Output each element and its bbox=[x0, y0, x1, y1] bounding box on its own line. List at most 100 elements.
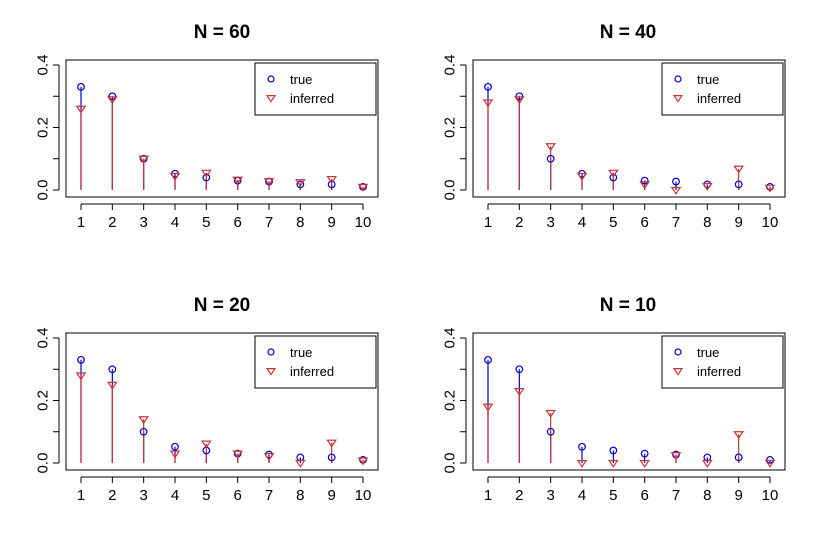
x-tick-label: 9 bbox=[734, 214, 742, 231]
legend-marker-true bbox=[674, 75, 682, 83]
point-inferred bbox=[608, 169, 619, 178]
legend: true inferred bbox=[661, 335, 784, 389]
x-tick-label: 6 bbox=[233, 487, 241, 504]
point-inferred bbox=[263, 178, 275, 187]
x-tick-label: 4 bbox=[578, 214, 586, 231]
x-tick-label: 6 bbox=[233, 214, 241, 231]
point-true bbox=[609, 446, 618, 455]
point-true bbox=[77, 355, 85, 364]
legend-label: true bbox=[697, 72, 719, 87]
point-true bbox=[766, 455, 774, 464]
point-true bbox=[546, 427, 555, 436]
x-tick-label: 1 bbox=[484, 214, 492, 231]
point-true bbox=[108, 365, 117, 374]
series-inferred bbox=[80, 99, 364, 190]
legend-marker-true bbox=[267, 348, 275, 356]
x-tick-label: 3 bbox=[139, 214, 147, 231]
x-tick-label: 4 bbox=[578, 487, 586, 504]
x-axis: 1 2 3 4 5 6 7 8 9 10 bbox=[77, 203, 372, 231]
point-inferred bbox=[514, 388, 525, 396]
x-tick-label: 7 bbox=[672, 487, 680, 504]
point-true bbox=[139, 427, 148, 436]
x-tick-label: 10 bbox=[355, 214, 372, 231]
markers-inferred bbox=[482, 96, 776, 195]
panel-1: N = 60 1 2 3 4 5 6 7 8 9 10 0.0 0.2 0.4 true inferred bbox=[35, 22, 379, 231]
point-inferred bbox=[670, 186, 682, 195]
x-axis: 1 2 3 4 5 6 7 8 9 10 bbox=[77, 476, 372, 504]
point-inferred bbox=[357, 457, 369, 466]
markers-inferred bbox=[75, 372, 369, 468]
point-inferred bbox=[482, 403, 494, 412]
legend-marker-true bbox=[267, 75, 275, 83]
x-tick-label: 2 bbox=[515, 214, 523, 231]
point-true bbox=[578, 442, 586, 451]
x-tick-label: 3 bbox=[546, 487, 554, 504]
x-tick-label: 10 bbox=[762, 487, 779, 504]
legend-label: true bbox=[290, 345, 312, 360]
panel-title: N = 10 bbox=[600, 295, 657, 316]
x-tick-label: 5 bbox=[609, 487, 617, 504]
y-tick-label: 0.2 bbox=[35, 390, 52, 411]
point-true bbox=[484, 82, 492, 91]
panel-4: N = 10 1 2 3 4 5 6 7 8 9 10 0.0 0.2 0.4 true inferred bbox=[442, 295, 786, 504]
legend-box bbox=[661, 335, 784, 389]
point-inferred bbox=[75, 372, 87, 381]
x-tick-label: 7 bbox=[265, 214, 273, 231]
point-inferred bbox=[545, 143, 556, 152]
point-inferred bbox=[169, 172, 181, 181]
x-tick-label: 5 bbox=[202, 487, 210, 504]
plot-frame bbox=[65, 59, 379, 198]
panel-title: N = 60 bbox=[194, 22, 251, 43]
x-tick-label: 10 bbox=[762, 214, 779, 231]
y-axis: 0.0 0.2 0.4 bbox=[35, 328, 60, 473]
x-tick-label: 10 bbox=[355, 487, 372, 504]
point-true bbox=[108, 92, 117, 101]
point-inferred bbox=[545, 409, 556, 418]
panel-2: N = 40 1 2 3 4 5 6 7 8 9 10 0.0 0.2 0.4 true inferred bbox=[442, 22, 786, 231]
y-tick-label: 0.0 bbox=[442, 180, 459, 201]
point-inferred bbox=[75, 105, 87, 114]
point-inferred bbox=[138, 155, 149, 164]
point-true bbox=[296, 180, 305, 189]
x-tick-label: 1 bbox=[77, 487, 85, 504]
y-tick-label: 0.4 bbox=[35, 328, 52, 349]
point-inferred bbox=[107, 96, 118, 105]
x-tick-label: 3 bbox=[139, 487, 147, 504]
x-tick-label: 8 bbox=[296, 487, 304, 504]
y-axis: 0.0 0.2 0.4 bbox=[442, 328, 467, 473]
point-inferred bbox=[702, 182, 713, 191]
x-tick-label: 9 bbox=[734, 487, 742, 504]
markers-true bbox=[484, 355, 774, 464]
point-inferred bbox=[295, 179, 306, 188]
x-tick-label: 3 bbox=[546, 214, 554, 231]
markers-true bbox=[77, 355, 367, 464]
point-inferred bbox=[201, 440, 212, 449]
legend-marker-inferred bbox=[265, 368, 277, 376]
point-true bbox=[515, 92, 524, 101]
x-tick-label: 4 bbox=[171, 214, 179, 231]
y-tick-label: 0.2 bbox=[35, 117, 52, 138]
point-true bbox=[734, 453, 743, 462]
point-true bbox=[484, 355, 492, 364]
point-inferred bbox=[576, 172, 588, 181]
x-axis: 1 2 3 4 5 6 7 8 9 10 bbox=[484, 476, 779, 504]
x-axis: 1 2 3 4 5 6 7 8 9 10 bbox=[484, 203, 779, 231]
point-inferred bbox=[764, 459, 776, 468]
point-inferred bbox=[639, 459, 650, 468]
legend-box bbox=[254, 335, 377, 389]
point-true bbox=[640, 449, 649, 458]
point-true bbox=[515, 365, 524, 374]
legend-label: true bbox=[697, 345, 719, 360]
x-tick-label: 1 bbox=[77, 214, 85, 231]
point-true bbox=[327, 180, 336, 189]
panel-title: N = 40 bbox=[600, 22, 657, 43]
point-true bbox=[734, 180, 743, 189]
point-inferred bbox=[263, 453, 275, 461]
y-tick-label: 0.4 bbox=[35, 55, 52, 76]
point-inferred bbox=[169, 450, 181, 459]
x-tick-label: 2 bbox=[108, 214, 116, 231]
x-tick-label: 8 bbox=[296, 214, 304, 231]
point-inferred bbox=[326, 439, 337, 448]
legend-box bbox=[661, 62, 784, 116]
y-tick-label: 0.2 bbox=[442, 390, 459, 411]
